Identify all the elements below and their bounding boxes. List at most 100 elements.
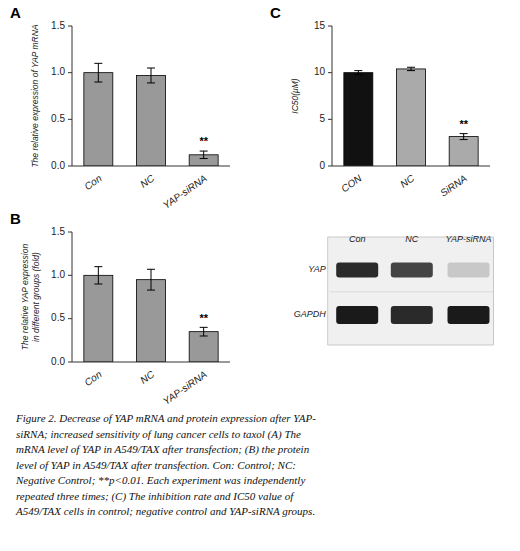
error-stem — [151, 68, 152, 83]
caption-line: level of YAP in A549/TAX after transfect… — [16, 459, 296, 471]
x-tick-label: YAP-siRNA — [161, 172, 209, 211]
significance-label: ** — [459, 118, 468, 130]
error-cap — [460, 133, 468, 134]
caption-line: repeated three times; (C) The inhibition… — [16, 490, 295, 503]
x-tick-label: NC — [138, 172, 157, 190]
caption-line: A549/TAX cells in control; negative cont… — [15, 505, 315, 517]
error-cap — [147, 82, 155, 83]
bars — [344, 67, 478, 166]
error-cap — [407, 70, 415, 71]
y-tick-label: 1.0 — [51, 269, 65, 280]
blot-background — [328, 237, 494, 345]
error-bar — [354, 71, 362, 75]
panel-letter: C — [270, 4, 281, 21]
x-tick-label: CON — [339, 172, 364, 194]
blot-divider — [330, 291, 494, 292]
x-tick-label: SiRNA — [438, 172, 469, 198]
error-cap — [94, 266, 102, 267]
y-axis — [72, 26, 73, 166]
y-tick — [328, 166, 332, 167]
x-tick-label: NC — [138, 368, 157, 386]
y-tick-label: 0.0 — [51, 160, 65, 171]
y-tick — [68, 232, 72, 233]
error-bar — [200, 151, 208, 158]
error-bar — [94, 267, 102, 284]
error-cap — [200, 327, 208, 328]
x-tick-label: Con — [82, 172, 104, 192]
error-cap — [354, 70, 362, 71]
error-stem — [203, 151, 204, 158]
y-tick-label: 0.5 — [51, 312, 65, 323]
bar — [84, 275, 113, 362]
x-axis — [72, 362, 230, 363]
y-tick — [68, 166, 72, 167]
y-axis-label: The relative YAP expressionin different … — [20, 244, 41, 351]
error-bar — [147, 269, 155, 290]
error-bar — [147, 68, 155, 83]
bar-panel: 0.00.51.01.5ConNCYAP-siRNA**The relative… — [10, 4, 230, 211]
panel-letter: A — [10, 4, 21, 21]
error-bar — [460, 134, 468, 140]
y-tick-label: 1.5 — [51, 226, 65, 237]
x-tick-label: Con — [82, 368, 104, 388]
caption-line: mRNA level of YAP in A549/TAX after tran… — [16, 443, 310, 456]
y-tick-label: 1.0 — [51, 66, 65, 77]
significance-label: ** — [199, 312, 208, 324]
y-tick — [68, 72, 72, 73]
x-axis — [332, 166, 490, 167]
y-tick — [68, 26, 72, 27]
figure: 0.00.51.01.5ConNCYAP-siRNA**The relative… — [0, 0, 520, 551]
y-tick-label: 15 — [314, 20, 326, 31]
error-cap — [147, 290, 155, 291]
x-tick-label: NC — [398, 172, 417, 190]
y-tick — [68, 362, 72, 363]
error-cap — [94, 284, 102, 285]
blot-band — [336, 263, 378, 278]
significance-label: ** — [199, 135, 208, 147]
y-tick — [328, 26, 332, 27]
bars — [84, 63, 218, 166]
bars — [84, 267, 218, 362]
y-tick — [68, 119, 72, 120]
y-axis — [332, 26, 333, 166]
blot-band — [391, 306, 433, 324]
bar — [449, 137, 478, 166]
blot-row-label: GAPDH — [294, 309, 327, 319]
caption-line: Negative Control; **p<0.01. Each experim… — [15, 474, 305, 486]
bar — [84, 73, 113, 166]
error-cap — [200, 158, 208, 159]
bar-panel: 0 5 10 15 CON NC SiRNA ** IC50(μM) C — [270, 4, 490, 199]
y-tick-label: 0 — [319, 160, 325, 171]
error-stem — [463, 134, 464, 140]
y-tick-label: 0.5 — [51, 113, 65, 124]
blot-panel: ConNCYAP-siRNAYAPGAPDH — [294, 234, 494, 345]
y-axis-label: The relative expression of YAP mRNA — [30, 24, 40, 167]
error-stem — [411, 67, 412, 70]
error-cap — [147, 68, 155, 69]
blot-column-label: YAP-siRNA — [445, 234, 491, 244]
bar-panel: 0.00.51.01.5ConNCYAP-siRNA**The relative… — [10, 210, 230, 407]
y-tick — [68, 275, 72, 276]
x-axis — [72, 166, 230, 167]
blot-column-label: NC — [405, 234, 418, 244]
blot-band — [448, 306, 490, 324]
error-bar — [94, 63, 102, 82]
y-tick — [328, 119, 332, 120]
background — [0, 0, 520, 551]
x-tick-label: YAP-siRNA — [161, 368, 209, 407]
y-tick-label: 5 — [319, 113, 325, 124]
error-bar — [407, 67, 415, 70]
y-tick-label: 10 — [314, 66, 326, 77]
bar — [189, 332, 218, 362]
error-stem — [203, 327, 204, 336]
blot-band — [336, 306, 378, 324]
error-cap — [147, 269, 155, 270]
error-stem — [151, 269, 152, 290]
y-axis-label: IC50(μM) — [290, 78, 300, 114]
bar — [137, 75, 166, 166]
error-cap — [94, 63, 102, 64]
y-tick — [328, 72, 332, 73]
caption-line: siRNA; increased sensitivity of lung can… — [16, 428, 301, 441]
y-axis-label-line: IC50(μM) — [290, 78, 300, 114]
error-stem — [98, 63, 99, 82]
